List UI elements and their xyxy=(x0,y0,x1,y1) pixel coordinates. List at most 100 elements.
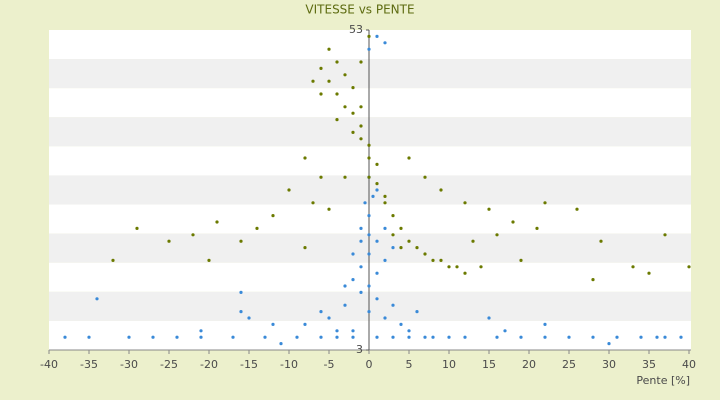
point xyxy=(351,86,355,90)
point xyxy=(471,239,475,243)
point xyxy=(463,335,467,339)
point xyxy=(503,329,507,333)
point xyxy=(663,335,667,339)
point xyxy=(423,335,427,339)
point xyxy=(343,303,347,307)
y-tick-label: 3 xyxy=(356,343,363,356)
point xyxy=(367,47,371,51)
point xyxy=(367,175,371,179)
point xyxy=(423,252,427,256)
point xyxy=(343,105,347,109)
point xyxy=(359,124,363,128)
point xyxy=(367,34,371,39)
point xyxy=(535,226,539,230)
point xyxy=(303,246,307,250)
point xyxy=(359,290,363,294)
point xyxy=(407,156,411,160)
point xyxy=(343,284,347,288)
point xyxy=(327,47,331,51)
point xyxy=(367,233,371,237)
point xyxy=(231,335,235,339)
point xyxy=(295,335,299,339)
point xyxy=(383,194,387,198)
x-tick-label: 15 xyxy=(482,358,496,371)
point xyxy=(383,258,387,262)
point xyxy=(111,258,115,262)
x-tick-label: 5 xyxy=(406,358,413,371)
point xyxy=(127,335,131,339)
point xyxy=(455,265,459,269)
point xyxy=(367,284,371,288)
point xyxy=(415,310,419,314)
point xyxy=(167,239,171,243)
point xyxy=(359,105,363,109)
point xyxy=(463,201,467,205)
point xyxy=(175,335,179,339)
point xyxy=(335,60,339,64)
point xyxy=(367,252,371,256)
point xyxy=(327,316,331,320)
point xyxy=(375,188,379,192)
point xyxy=(543,201,547,205)
point xyxy=(343,175,347,179)
point xyxy=(191,233,195,237)
point xyxy=(135,226,139,230)
point xyxy=(375,297,379,301)
point xyxy=(567,335,571,339)
point xyxy=(87,335,91,339)
point xyxy=(335,92,339,96)
point xyxy=(495,335,499,339)
point xyxy=(215,220,219,224)
point xyxy=(383,226,387,230)
point xyxy=(575,207,579,211)
point xyxy=(399,246,403,250)
point xyxy=(151,335,155,339)
point xyxy=(375,162,379,166)
point xyxy=(359,265,363,269)
x-tick-label: 40 xyxy=(682,358,696,371)
point xyxy=(363,201,367,205)
point xyxy=(359,60,363,64)
point xyxy=(247,316,251,320)
point xyxy=(311,79,315,83)
point xyxy=(591,278,595,282)
point xyxy=(391,303,395,307)
point xyxy=(319,310,323,314)
point xyxy=(95,297,99,301)
point xyxy=(447,335,451,339)
point xyxy=(423,175,427,179)
point xyxy=(615,335,619,339)
point xyxy=(371,194,375,198)
point xyxy=(351,335,355,339)
point xyxy=(207,258,211,262)
x-tick-label: 0 xyxy=(366,358,373,371)
point xyxy=(319,335,323,339)
x-tick-label: 25 xyxy=(562,358,576,371)
point xyxy=(303,322,307,326)
point xyxy=(351,278,355,282)
point xyxy=(399,322,403,326)
plot-background xyxy=(49,30,691,350)
point xyxy=(631,265,635,269)
point xyxy=(367,143,371,147)
point xyxy=(487,316,491,320)
point xyxy=(599,239,603,243)
point xyxy=(199,329,203,333)
point xyxy=(543,335,547,339)
x-tick-label: 20 xyxy=(522,358,536,371)
point xyxy=(351,329,355,333)
point xyxy=(311,201,315,205)
point xyxy=(431,335,435,339)
point xyxy=(431,258,435,262)
point xyxy=(319,175,323,179)
point xyxy=(519,335,523,339)
point xyxy=(391,214,395,218)
point xyxy=(391,335,395,339)
point xyxy=(415,246,419,250)
point xyxy=(479,265,483,269)
point xyxy=(255,226,259,230)
point xyxy=(511,220,515,224)
point xyxy=(367,214,371,218)
point xyxy=(407,329,411,333)
